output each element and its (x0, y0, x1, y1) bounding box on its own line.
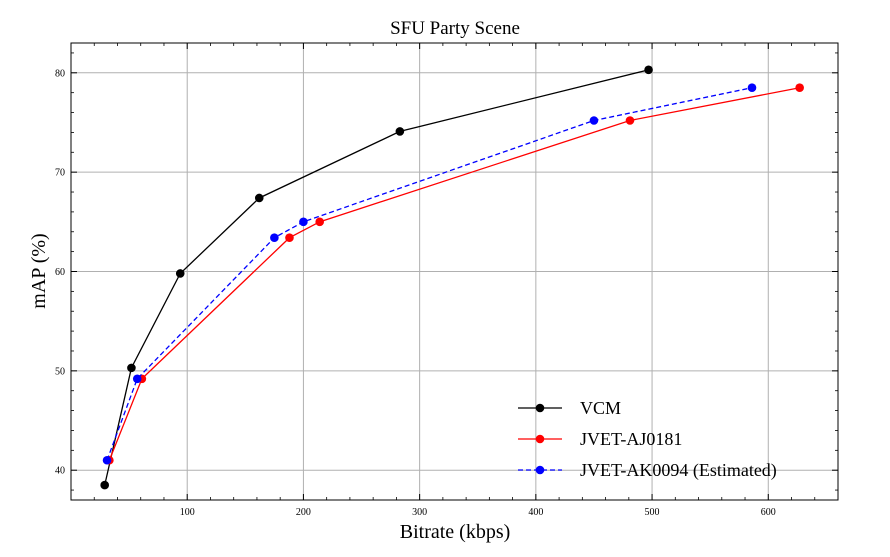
series-line-1 (108, 87, 800, 461)
series-point-1 (315, 217, 324, 227)
x-tick-label: 600 (761, 507, 776, 518)
series-point-2 (102, 455, 112, 465)
series-line-0 (104, 69, 649, 486)
y-tick-label: 80 (55, 68, 65, 79)
series-point-2 (132, 374, 142, 384)
series (100, 65, 804, 490)
legend-marker-0 (535, 403, 545, 413)
y-tick-label: 40 (55, 466, 65, 477)
series-point-2 (270, 233, 279, 243)
series-point-1 (625, 116, 635, 125)
chart-title: SFU Party Scene (390, 18, 520, 39)
series-point-0 (395, 127, 405, 136)
axis-ticks: 100 200 300 400 500 600 40 50 60 70 80 (55, 43, 838, 518)
y-tick-label: 50 (55, 366, 65, 377)
x-axis-label: Bitrate (kbps) (400, 521, 511, 543)
x-tick-label: 200 (296, 507, 311, 518)
series-line-2 (106, 87, 753, 461)
legend-label-0: VCM (580, 398, 621, 418)
legend-marker-1 (535, 434, 545, 444)
x-tick-label: 500 (645, 507, 660, 518)
x-tick-label: 300 (412, 507, 427, 518)
legend-marker-2 (535, 465, 545, 475)
series-point-0 (100, 480, 110, 490)
series-point-1 (795, 83, 804, 93)
series-point-2 (747, 83, 757, 93)
x-tick-label: 100 (180, 507, 195, 518)
y-tick-label: 70 (55, 168, 65, 179)
series-point-0 (127, 363, 136, 373)
x-tick-label: 400 (528, 507, 543, 518)
series-point-0 (644, 65, 653, 75)
series-point-2 (299, 217, 308, 227)
series-point-2 (589, 116, 599, 125)
series-point-0 (175, 269, 185, 278)
grid (71, 43, 838, 500)
y-axis-label: mAP (%) (28, 233, 50, 308)
series-point-0 (254, 193, 264, 203)
legend: VCM JVET-AJ0181 JVET-AK0094 (Estimated) (518, 398, 777, 481)
y-tick-label: 60 (55, 267, 65, 278)
series-point-1 (285, 233, 294, 243)
legend-label-2: JVET-AK0094 (Estimated) (580, 460, 777, 481)
legend-label-1: JVET-AJ0181 (580, 429, 682, 449)
